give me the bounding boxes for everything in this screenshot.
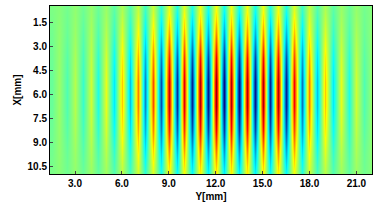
svg-text:X[mm]: X[mm] [12,74,23,105]
svg-text:1.5: 1.5 [33,17,47,28]
svg-text:6.0: 6.0 [115,178,129,189]
svg-text:21.0: 21.0 [347,178,367,189]
svg-text:15.0: 15.0 [253,178,273,189]
svg-text:Y[mm]: Y[mm] [195,191,226,202]
svg-text:18.0: 18.0 [300,178,320,189]
svg-text:9.0: 9.0 [33,137,47,148]
svg-text:3.0: 3.0 [33,41,47,52]
svg-text:3.0: 3.0 [68,178,82,189]
svg-text:4.5: 4.5 [33,65,47,76]
svg-text:7.5: 7.5 [33,113,47,124]
svg-text:12.0: 12.0 [206,178,226,189]
svg-text:6.0: 6.0 [33,89,47,100]
svg-text:10.5: 10.5 [28,161,48,172]
svg-text:9.0: 9.0 [162,178,176,189]
